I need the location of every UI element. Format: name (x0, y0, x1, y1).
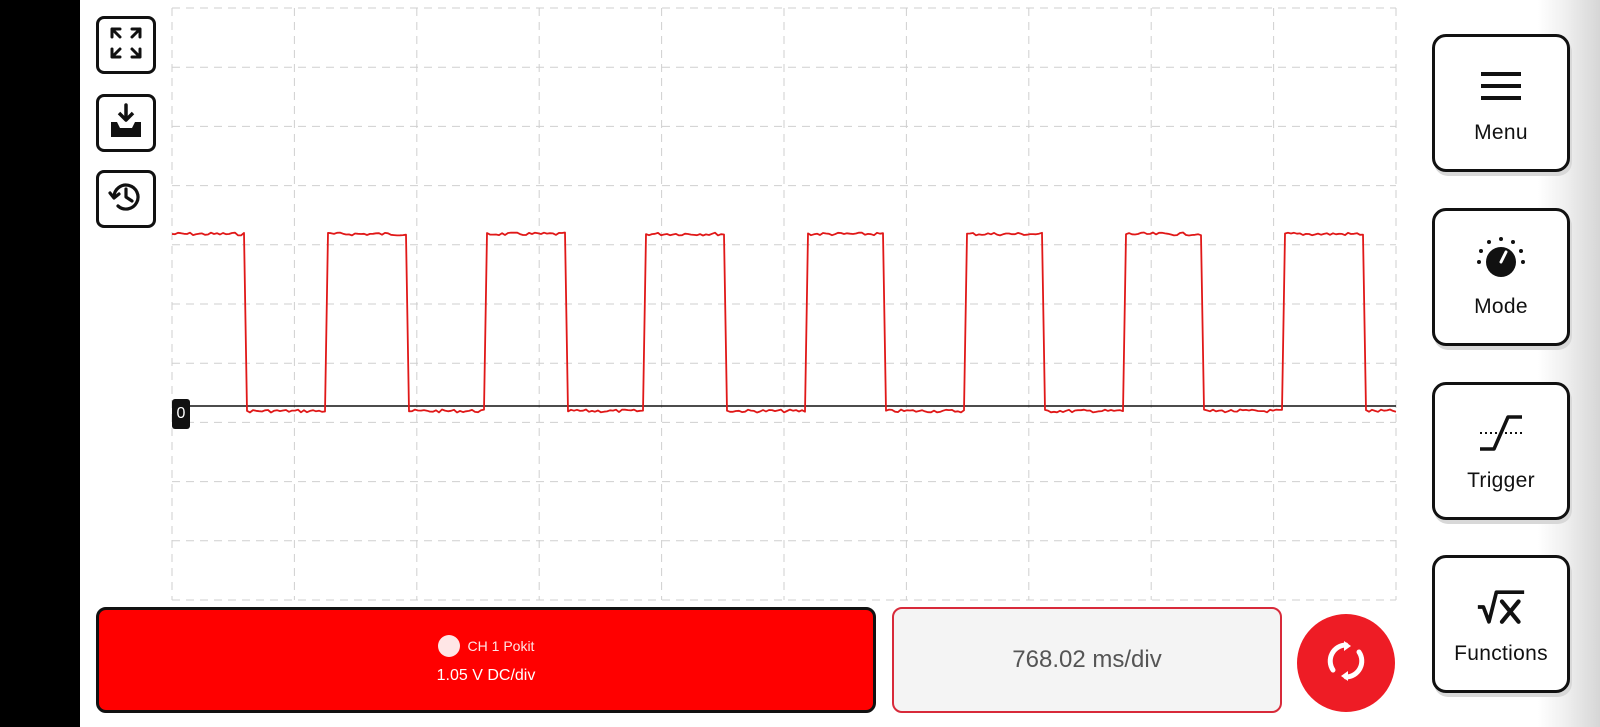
trigger-edge-icon (1476, 409, 1526, 459)
timebase-value: 768.02 ms/div (1012, 646, 1162, 673)
channel-name: CH 1 Pokit (467, 638, 535, 654)
menu-label: Menu (1474, 121, 1528, 144)
trigger-button[interactable]: Trigger (1432, 382, 1570, 520)
menu-button[interactable]: Menu (1432, 34, 1570, 172)
hamburger-icon (1476, 61, 1526, 111)
refresh-run-icon (1324, 639, 1368, 688)
timebase-panel[interactable]: 768.02 ms/div (892, 607, 1282, 713)
zero-level-marker[interactable]: 0 (172, 399, 190, 429)
dial-knob-icon (1476, 235, 1526, 285)
history-button[interactable] (96, 170, 156, 228)
download-tray-icon (107, 102, 145, 145)
channel-indicator-dot (437, 635, 460, 657)
history-icon (107, 178, 145, 221)
functions-label: Functions (1454, 642, 1548, 665)
mode-button[interactable]: Mode (1432, 208, 1570, 346)
square-root-x-icon (1476, 582, 1526, 632)
trigger-label: Trigger (1467, 469, 1535, 492)
fullscreen-button[interactable] (96, 16, 156, 74)
run-capture-button[interactable] (1297, 614, 1395, 712)
scope-display[interactable] (171, 7, 1397, 601)
expand-icon (107, 24, 145, 67)
channel-header: CH 1 Pokit (437, 635, 535, 657)
functions-button[interactable]: Functions (1432, 555, 1570, 693)
channel-scale: 1.05 V DC/div (436, 667, 536, 684)
mode-label: Mode (1474, 295, 1528, 318)
signal-trace (171, 231, 1397, 414)
save-capture-button[interactable] (96, 94, 156, 152)
channel-settings-panel[interactable]: CH 1 Pokit 1.05 V DC/div (96, 607, 876, 713)
